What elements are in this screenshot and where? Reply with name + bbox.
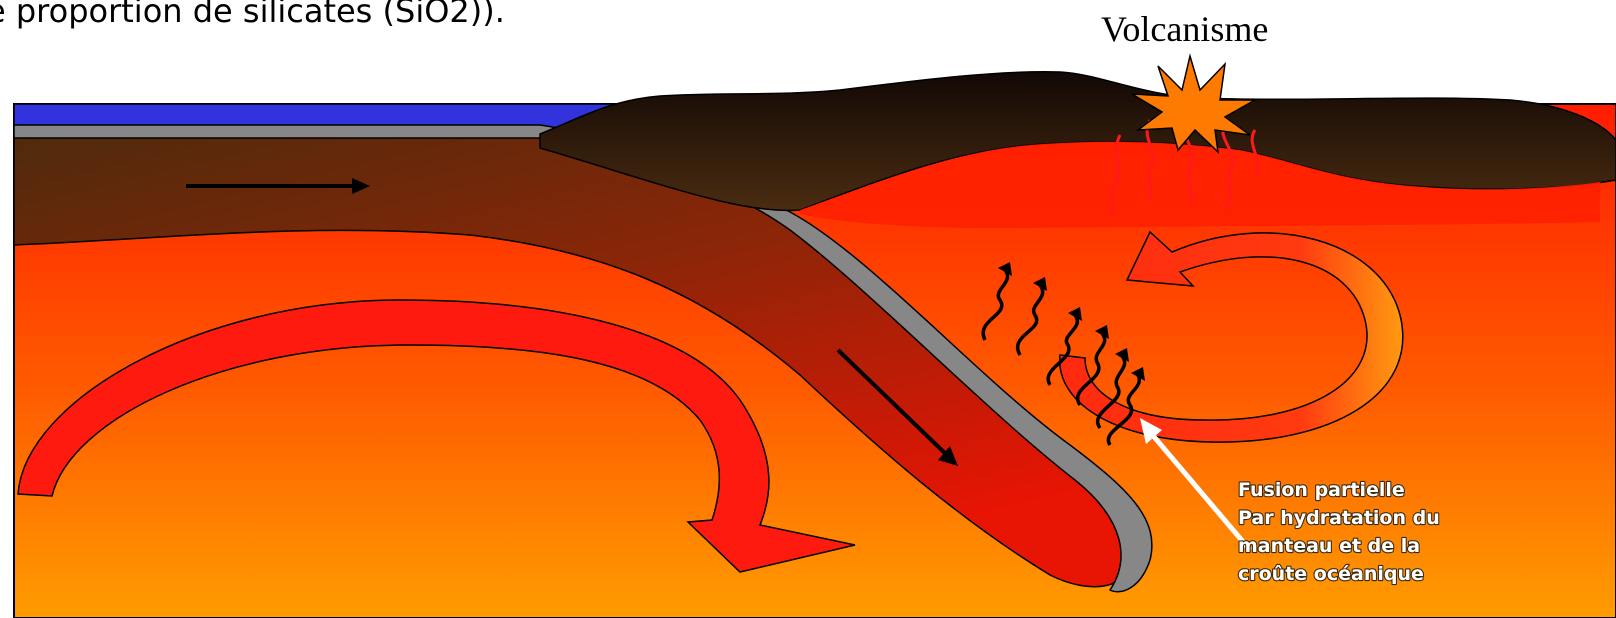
plate-motion-arrow (186, 178, 370, 194)
oceanic-crust (13, 124, 1153, 593)
magma-chamber (800, 141, 1600, 228)
eruption-burst (1131, 53, 1258, 155)
continental-crust (539, 71, 1616, 212)
convection-arrow-left (17, 299, 856, 573)
fusion-pointer-arrow (1140, 418, 1252, 552)
intro-text: e proportion de silicates (SiO2)). (0, 0, 505, 30)
fluid-arrowheads (998, 262, 1145, 381)
fluid-arrows (981, 268, 1142, 446)
fusion-label-line-1: Fusion partielle (1238, 479, 1405, 501)
subduction-arrow (836, 348, 958, 466)
fusion-label: Fusion partielle Par hydratation du mant… (1238, 479, 1446, 585)
fusion-label-line-3: manteau et de la (1238, 535, 1420, 557)
volcanism-label: Volcanisme (1101, 9, 1269, 49)
fusion-label-line-2: Par hydratation du (1238, 507, 1440, 529)
convection-arrow-right (1059, 230, 1404, 443)
fusion-label-line-4: croûte océanique (1238, 563, 1424, 585)
